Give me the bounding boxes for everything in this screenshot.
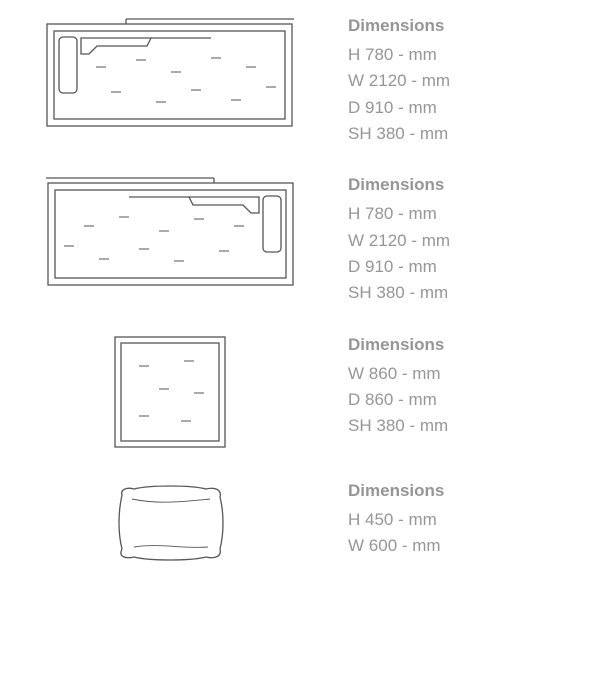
spec-line: D 910 - mm bbox=[348, 95, 600, 121]
spec-heading: Dimensions bbox=[348, 335, 600, 355]
spec-line: SH 380 - mm bbox=[348, 280, 600, 306]
spec-line: W 860 - mm bbox=[348, 361, 600, 387]
spec-line: SH 380 - mm bbox=[348, 121, 600, 147]
spec-block: Dimensions H 450 - mm W 600 - mm bbox=[340, 477, 600, 560]
product-row: Dimensions W 860 - mm D 860 - mm SH 380 … bbox=[0, 319, 600, 465]
spec-line: W 2120 - mm bbox=[348, 68, 600, 94]
spec-block: Dimensions H 780 - mm W 2120 - mm D 910 … bbox=[340, 171, 600, 306]
spec-line: D 860 - mm bbox=[348, 387, 600, 413]
spec-line: W 600 - mm bbox=[348, 533, 600, 559]
spec-line: D 910 - mm bbox=[348, 254, 600, 280]
diagram-cushion bbox=[0, 477, 340, 569]
spec-line: SH 380 - mm bbox=[348, 413, 600, 439]
spec-block: Dimensions H 780 - mm W 2120 - mm D 910 … bbox=[340, 12, 600, 147]
spec-heading: Dimensions bbox=[348, 481, 600, 501]
product-row: Dimensions H 780 - mm W 2120 - mm D 910 … bbox=[0, 0, 600, 159]
spec-line: H 780 - mm bbox=[348, 42, 600, 68]
spec-heading: Dimensions bbox=[348, 175, 600, 195]
spec-line: H 780 - mm bbox=[348, 201, 600, 227]
product-row: Dimensions H 450 - mm W 600 - mm bbox=[0, 465, 600, 581]
diagram-sofa-right bbox=[0, 171, 340, 293]
diagram-ottoman bbox=[0, 331, 340, 453]
spec-line: H 450 - mm bbox=[348, 507, 600, 533]
spec-block: Dimensions W 860 - mm D 860 - mm SH 380 … bbox=[340, 331, 600, 440]
diagram-sofa-left bbox=[0, 12, 340, 134]
spec-line: W 2120 - mm bbox=[348, 228, 600, 254]
product-row: Dimensions H 780 - mm W 2120 - mm D 910 … bbox=[0, 159, 600, 318]
spec-heading: Dimensions bbox=[348, 16, 600, 36]
